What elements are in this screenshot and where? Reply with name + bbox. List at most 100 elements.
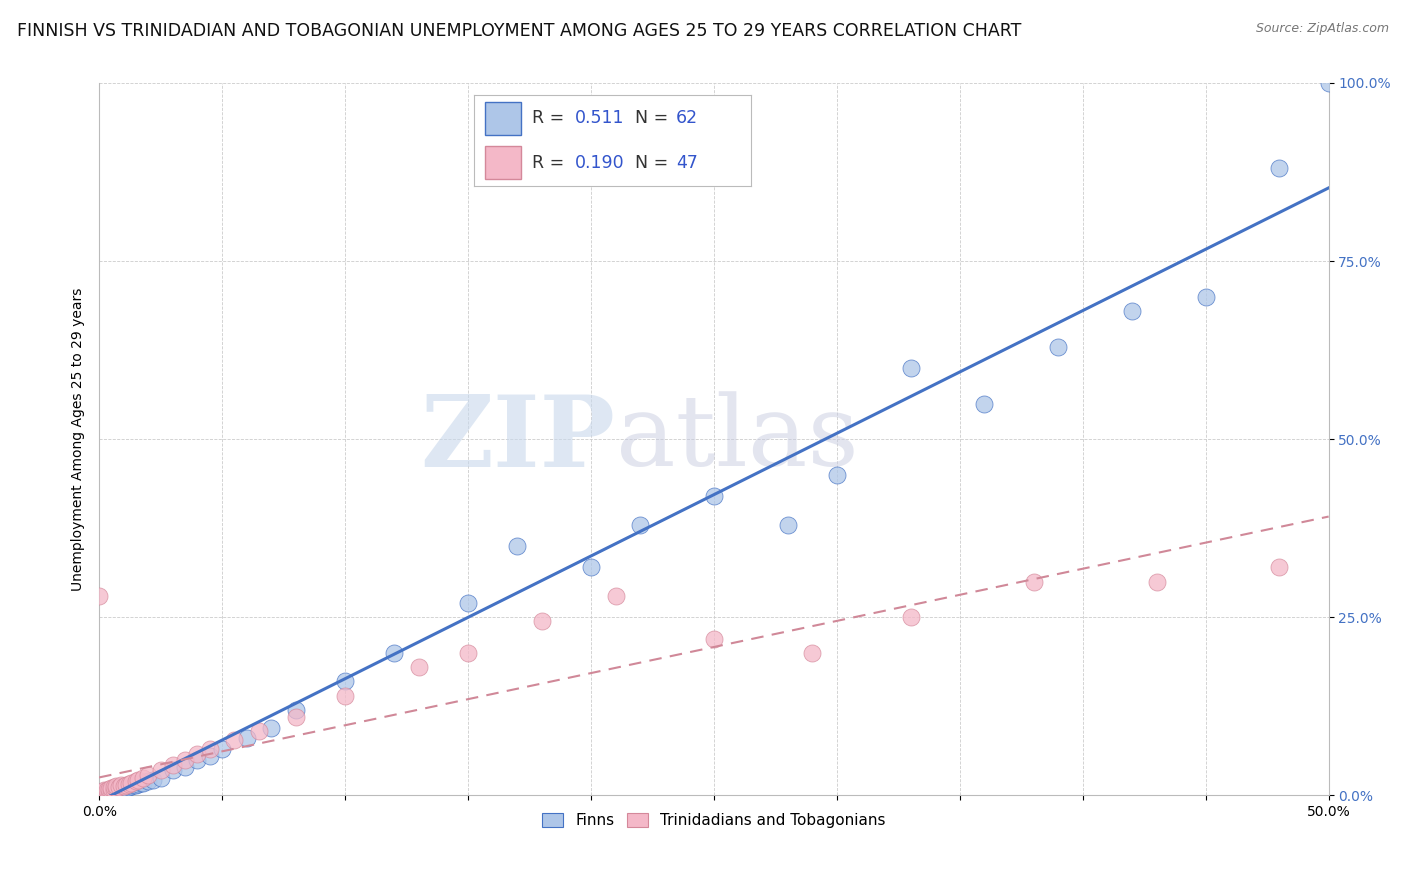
Text: Source: ZipAtlas.com: Source: ZipAtlas.com (1256, 22, 1389, 36)
Point (105, 781, 128, 796)
Point (89, 787, 111, 801)
Point (1121, 304, 1143, 318)
Point (100, 782, 122, 797)
Point (174, 753, 197, 767)
Point (115, 778, 138, 792)
Point (973, 396, 995, 410)
Point (198, 742, 221, 756)
Point (382, 646, 405, 660)
Point (107, 780, 129, 794)
Point (100, 781, 122, 796)
Point (162, 758, 184, 772)
Point (103, 783, 125, 797)
Point (125, 778, 148, 792)
Point (284, 710, 307, 724)
Text: FINNISH VS TRINIDADIAN AND TOBAGONIAN UNEMPLOYMENT AMONG AGES 25 TO 29 YEARS COR: FINNISH VS TRINIDADIAN AND TOBAGONIAN UN… (17, 22, 1021, 40)
Point (89, 589, 111, 603)
Point (117, 777, 139, 791)
Point (90, 785, 112, 799)
Point (89, 785, 111, 799)
Point (457, 596, 479, 610)
Point (235, 731, 257, 746)
Y-axis label: Unemployment Among Ages 25 to 29 years: Unemployment Among Ages 25 to 29 years (72, 287, 86, 591)
Point (703, 489, 725, 503)
Point (100, 783, 122, 797)
Point (1146, 574, 1168, 589)
Point (132, 771, 155, 785)
Point (703, 632, 725, 646)
Text: ZIP: ZIP (420, 391, 616, 488)
Point (89, 787, 111, 801)
Point (117, 780, 139, 794)
Point (98, 782, 121, 797)
Point (110, 779, 132, 793)
Point (260, 721, 283, 735)
Point (98, 783, 121, 797)
Point (142, 772, 165, 787)
Text: atlas: atlas (616, 392, 858, 487)
Point (105, 785, 128, 799)
Point (333, 689, 356, 703)
Point (136, 768, 159, 782)
Point (100, 785, 122, 799)
Point (579, 560, 602, 574)
Point (1195, 290, 1218, 304)
Point (105, 782, 128, 797)
Point (112, 782, 135, 797)
Point (605, 589, 627, 603)
Point (120, 779, 142, 793)
Point (89, 786, 111, 800)
Point (125, 774, 148, 789)
Point (506, 539, 529, 553)
Point (1268, 161, 1291, 176)
Point (149, 764, 172, 778)
Point (801, 646, 824, 660)
Point (120, 775, 142, 789)
Point (1268, 560, 1291, 574)
Point (103, 780, 125, 794)
Point (107, 782, 129, 797)
Point (825, 467, 848, 482)
Point (105, 779, 128, 793)
Point (136, 774, 159, 789)
Point (115, 781, 138, 796)
Point (129, 775, 152, 789)
Point (530, 614, 553, 628)
Point (93, 786, 115, 800)
Point (100, 786, 122, 800)
Point (186, 753, 208, 767)
Point (93, 786, 115, 800)
Point (1317, 76, 1340, 90)
Point (162, 764, 184, 778)
Point (96, 783, 118, 797)
Point (98, 786, 121, 800)
Point (103, 785, 125, 799)
Point (127, 777, 149, 791)
Point (127, 772, 149, 787)
Point (93, 785, 115, 799)
Point (96, 786, 118, 800)
Point (1047, 340, 1070, 354)
Point (96, 785, 118, 799)
Point (900, 360, 922, 375)
Point (247, 724, 270, 739)
Point (211, 742, 233, 756)
Point (110, 781, 132, 796)
Point (103, 782, 125, 797)
Point (96, 786, 118, 800)
Point (98, 784, 121, 798)
Point (149, 771, 172, 785)
Point (93, 787, 115, 801)
Point (112, 780, 135, 794)
Point (1022, 574, 1045, 589)
Point (776, 517, 799, 532)
Point (93, 782, 115, 797)
Legend: Finns, Trinidadians and Tobagonians: Finns, Trinidadians and Tobagonians (536, 806, 891, 834)
Point (98, 785, 121, 799)
Point (89, 786, 111, 800)
Point (107, 784, 129, 798)
Point (132, 775, 155, 789)
Point (408, 660, 430, 674)
Point (333, 674, 356, 689)
Point (89, 786, 111, 800)
